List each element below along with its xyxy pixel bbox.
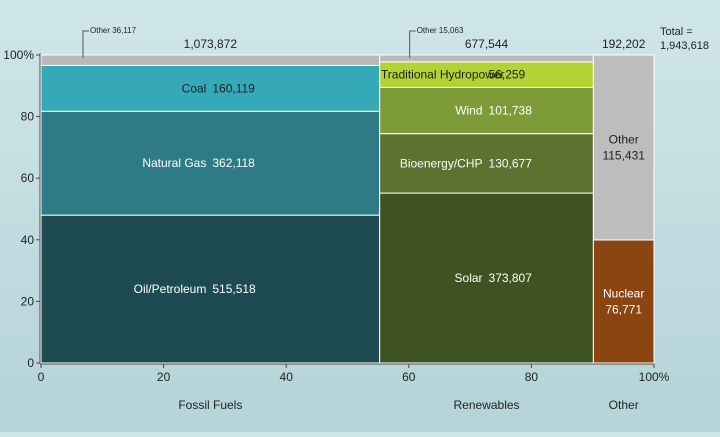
other-callout-label: Other 15,063 <box>417 26 464 35</box>
grand-total-label: Total = <box>660 26 693 38</box>
segment-name-label: Wind <box>455 104 482 118</box>
segment-value-label: 115,431 <box>602 148 645 162</box>
segment-value-label: 76,771 <box>605 302 642 316</box>
column-total-label: 192,202 <box>602 37 646 51</box>
grand-total-value: 1,943,618 <box>660 40 709 52</box>
y-tick-label: 60 <box>21 171 35 185</box>
y-tick-label: 100% <box>3 48 34 62</box>
category-label: Other <box>609 398 639 412</box>
segment-renewables-other <box>379 54 594 63</box>
column-total-label: 1,073,872 <box>184 37 238 51</box>
y-tick-label: 40 <box>21 233 35 247</box>
x-tick-label: 60 <box>402 370 416 384</box>
other-callout-leader <box>82 30 89 58</box>
segment-name-label: Nuclear <box>603 286 644 300</box>
segment-name-label: Oil/Petroleum <box>134 282 207 296</box>
segment-fossil-fuels-coal <box>40 64 381 112</box>
segment-name-label: Bioenergy/CHP <box>400 156 483 170</box>
x-tick-label: 80 <box>525 370 539 384</box>
y-tick-label: 80 <box>21 110 35 124</box>
column-total-label: 677,544 <box>465 37 509 51</box>
segment-fossil-fuels-other <box>40 54 381 66</box>
category-label: Renewables <box>454 398 520 412</box>
x-tick-label: 100% <box>639 370 670 384</box>
other-callout-label: Other 36,117 <box>90 26 137 35</box>
segment-name-label: Coal <box>182 81 207 95</box>
segment-value-label: 373,807 <box>489 271 533 285</box>
segment-name-label: Natural Gas <box>142 156 206 170</box>
other-callout-leader <box>409 30 416 58</box>
segment-value-label: 362,118 <box>212 156 255 170</box>
x-tick-label: 40 <box>280 370 294 384</box>
y-tick-label: 20 <box>21 294 35 308</box>
segment-value-label: 160,119 <box>212 81 255 95</box>
segment-fossil-fuels-oil-petroleum <box>40 214 381 364</box>
segment-name-label: Other <box>609 132 639 146</box>
x-tick-label: 20 <box>157 370 171 384</box>
segment-other-other <box>592 54 655 241</box>
segment-value-label: 101,738 <box>489 104 533 118</box>
segment-value-label: 56,259 <box>489 68 526 82</box>
segment-value-label: 515,518 <box>212 282 256 296</box>
x-tick-label: 0 <box>38 370 45 384</box>
segment-name-label: Traditional Hydropower <box>381 68 505 82</box>
segment-value-label: 130,677 <box>489 156 533 170</box>
segment-renewables-solar <box>379 192 594 364</box>
y-tick-label: 0 <box>27 356 34 370</box>
segment-name-label: Solar <box>455 271 483 285</box>
segment-renewables-wind <box>379 86 594 135</box>
segment-other-nuclear <box>592 239 655 364</box>
category-label: Fossil Fuels <box>178 398 242 412</box>
segment-fossil-fuels-natural-gas <box>40 110 381 216</box>
